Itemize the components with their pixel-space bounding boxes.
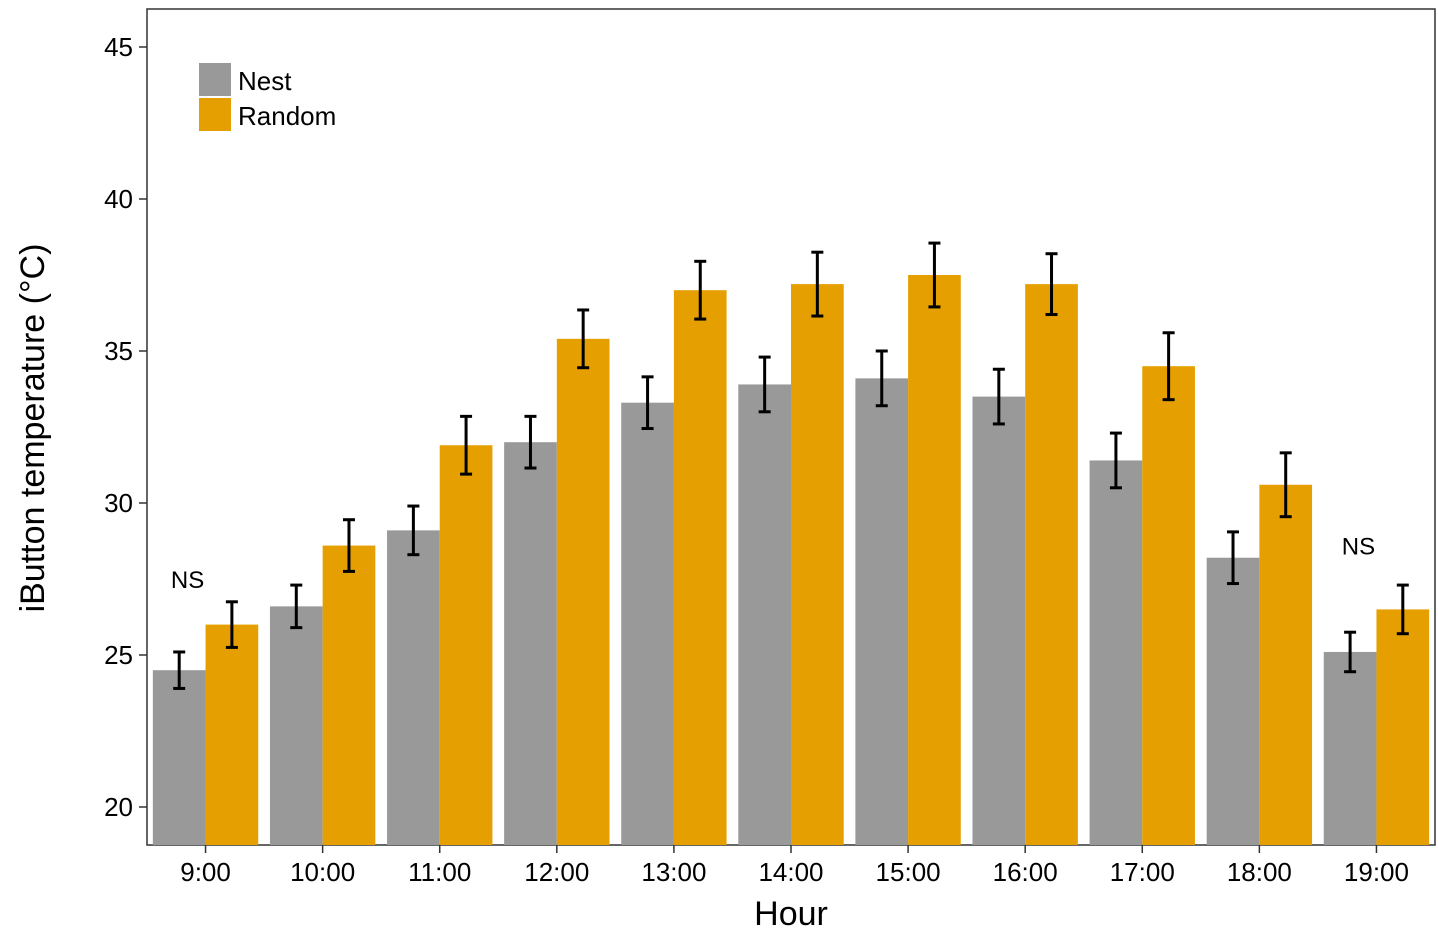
x-tick-label-14-00: 14:00: [758, 857, 823, 887]
errorbar-random-15-00: [928, 241, 941, 309]
annotations: NS NS: [171, 534, 1375, 594]
bar-random-15-00: [908, 275, 961, 845]
x-tick-label-16-00: 16:00: [993, 857, 1058, 887]
errorbar-nest-18-00: [1227, 530, 1240, 586]
bar-nest-19-00: [1323, 651, 1377, 845]
errorbar-random-16-00: [1045, 252, 1058, 317]
errorbar-nest-17-00: [1109, 431, 1122, 490]
bar-nest-13-00: [621, 402, 674, 845]
bar-random-14-00: [791, 284, 844, 845]
errorbar-random-14-00: [811, 250, 824, 318]
x-axis-title: Hour: [754, 895, 828, 928]
errorbar-nest-10-00: [290, 583, 303, 630]
errorbar-nest-9-00: [173, 650, 186, 690]
errorbar-nest-15-00: [875, 349, 888, 408]
x-tick-label-18-00: 18:00: [1227, 857, 1292, 887]
bar-nest-16-00: [972, 396, 1026, 845]
errorbar-random-11-00: [460, 414, 473, 476]
legend-swatch-random: [199, 98, 231, 131]
bar-random-17-00: [1142, 366, 1195, 845]
legend-label-nest: Nest: [238, 66, 292, 96]
bar-nest-12-00: [504, 442, 557, 845]
errorbar-nest-19-00: [1344, 630, 1357, 674]
y-tick-label-40: 40: [104, 184, 133, 214]
legend-label-random: Random: [238, 101, 336, 131]
error-bars: [173, 241, 1409, 690]
errorbar-random-10-00: [342, 518, 355, 573]
y-tick-label-35: 35: [104, 336, 133, 366]
bar-nest-15-00: [855, 378, 909, 845]
bar-random-19-00: [1376, 609, 1430, 845]
errorbar-nest-14-00: [758, 355, 771, 414]
annotation-ns-19-00: NS: [1342, 534, 1375, 561]
bar-series: [152, 275, 1430, 845]
x-tick-label-10-00: 10:00: [290, 857, 355, 887]
errorbar-random-12-00: [577, 308, 590, 370]
bar-nest-11-00: [387, 530, 440, 845]
bar-nest-9-00: [152, 670, 206, 845]
bar-random-9-00: [205, 624, 259, 845]
bar-random-18-00: [1259, 484, 1313, 845]
errorbar-random-9-00: [225, 600, 238, 649]
bar-nest-17-00: [1089, 460, 1143, 845]
x-tick-label-17-00: 17:00: [1110, 857, 1175, 887]
errorbar-random-13-00: [694, 259, 707, 321]
x-tick-label-15-00: 15:00: [876, 857, 941, 887]
y-tick-label-45: 45: [104, 32, 133, 62]
y-axis-title: iButton temperature (°C): [14, 244, 52, 613]
bar-random-13-00: [673, 290, 727, 845]
y-tick-label-25: 25: [104, 640, 133, 670]
errorbar-nest-11-00: [407, 504, 420, 557]
x-tick-label-11-00: 11:00: [408, 857, 471, 887]
errorbar-nest-12-00: [524, 414, 537, 470]
x-axis: 9:00 10:00 11:00 12:00 13:00 14:00 15:00 16:00 1…: [180, 845, 1409, 887]
legend-swatch-nest: [199, 63, 231, 96]
x-tick-label-19-00: 19:00: [1344, 857, 1409, 887]
bar-nest-10-00: [269, 606, 323, 845]
bar-random-16-00: [1025, 284, 1078, 845]
y-tick-label-30: 30: [104, 488, 133, 518]
x-tick-label-9-00: 9:00: [180, 857, 231, 887]
bar-nest-14-00: [738, 384, 791, 845]
errorbar-random-17-00: [1162, 331, 1175, 402]
y-tick-label-20: 20: [104, 792, 133, 822]
bar-random-11-00: [439, 445, 493, 845]
errorbar-random-18-00: [1279, 451, 1292, 519]
bar-nest-18-00: [1206, 557, 1260, 845]
y-axis: 20 25 30 35 40 45: [104, 32, 147, 822]
errorbar-nest-13-00: [641, 375, 654, 431]
bar-random-12-00: [556, 338, 610, 845]
bar-random-10-00: [322, 545, 376, 845]
errorbar-nest-16-00: [992, 367, 1005, 426]
x-tick-label-12-00: 12:00: [524, 857, 589, 887]
errorbar-random-19-00: [1396, 583, 1409, 636]
annotation-ns-9-00: NS: [171, 567, 204, 594]
x-tick-label-13-00: 13:00: [641, 857, 706, 887]
legend: Nest Random: [199, 63, 336, 131]
